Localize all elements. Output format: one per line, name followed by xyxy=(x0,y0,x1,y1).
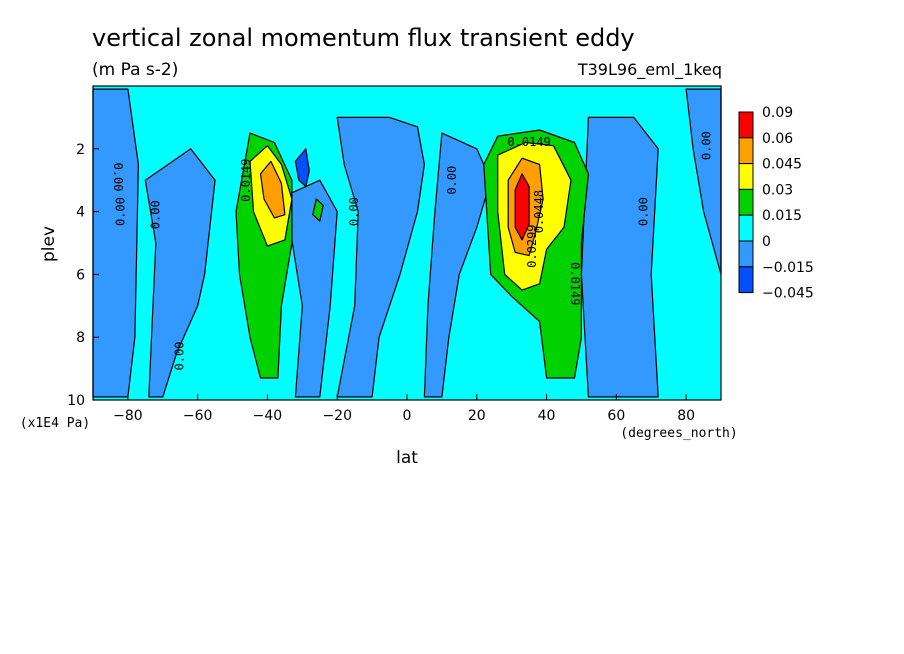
colorbar-label: 0 xyxy=(762,234,771,250)
colorbar-swatch xyxy=(738,214,754,242)
contour-label: 0.0299 xyxy=(525,224,539,267)
contour-region-15 xyxy=(294,148,310,188)
contour-label: 0.0149 xyxy=(568,262,582,305)
x-tick-label: 20 xyxy=(468,408,486,424)
y-tick-label: 8 xyxy=(76,330,85,346)
contour-regions xyxy=(92,88,722,398)
colorbar-legend: 0.09 0.06 0.045 0.03 0.015 0 −0.015 −0.045 xyxy=(738,105,814,302)
colorbar-label: 0.045 xyxy=(762,157,802,173)
x-tick-label: 40 xyxy=(538,408,556,424)
colorbar-label: 0.09 xyxy=(762,105,793,121)
y-tick-label: 6 xyxy=(76,267,85,283)
contour-region-0 xyxy=(92,88,139,398)
colorbar-label: −0.045 xyxy=(762,286,814,302)
colorbar-swatch xyxy=(738,240,754,268)
y-tick-label: 4 xyxy=(76,205,85,221)
colorbar-swatch xyxy=(738,188,754,216)
contour-region-1 xyxy=(144,148,216,398)
x-axis-units: (degrees_north) xyxy=(620,426,737,441)
contour-region-2 xyxy=(284,179,338,398)
x-tick-label: −80 xyxy=(113,408,143,424)
contour-label: 0.00 xyxy=(347,197,361,226)
contour-region-12 xyxy=(259,160,286,219)
colorbar-label: −0.015 xyxy=(762,260,814,276)
contour-label: 0.00 xyxy=(173,342,187,371)
contour-label: 0.00 xyxy=(637,197,651,226)
contour-label: 0.00 xyxy=(148,200,162,229)
contour-region-3 xyxy=(336,116,425,398)
colorbar-label: 0.06 xyxy=(762,131,793,147)
y-axis-units: (x1E4 Pa) xyxy=(20,416,90,431)
x-tick-label: 80 xyxy=(677,408,695,424)
x-tick-label: −40 xyxy=(253,408,283,424)
contour-label: 0.00 xyxy=(445,166,459,195)
colorbar-swatch xyxy=(738,163,754,190)
y-tick-label: 10 xyxy=(67,393,85,409)
colorbar-swatch xyxy=(738,266,754,294)
contour-region-6 xyxy=(685,88,722,275)
x-tick-label: −20 xyxy=(322,408,352,424)
y-tick-label: 2 xyxy=(76,142,85,158)
y-axis-label: plev xyxy=(39,226,59,262)
x-tick-label: 0 xyxy=(403,408,412,424)
x-axis: −80 −60 −40 −20 0 20 40 60 80 xyxy=(113,394,695,424)
x-axis-label: lat xyxy=(396,448,418,468)
contour-region-8 xyxy=(312,198,324,222)
plot-area: 0.00 0.00 0.00 0.00 0.0149 0.00 0.00 0.0149 0.04… xyxy=(67,85,722,424)
contour-label: 0.0448 xyxy=(532,190,546,233)
x-tick-label: −60 xyxy=(183,408,213,424)
contour-labels: 0.00 0.00 0.00 0.00 0.0149 0.00 0.00 0.0149 0.04… xyxy=(111,131,714,370)
x-tick-label: 60 xyxy=(607,408,625,424)
colorbar-swatch xyxy=(738,137,754,165)
contour-label: 0.00 xyxy=(111,163,125,192)
contour-region-14 xyxy=(514,173,530,241)
contour-region-5 xyxy=(580,116,659,398)
colorbar-swatch xyxy=(738,111,754,139)
contour-label: 0.00 xyxy=(113,197,127,226)
run-label: T39L96_eml_1keq xyxy=(577,60,722,80)
contour-label: 0.0149 xyxy=(239,159,253,202)
colorbar-label: 0.015 xyxy=(762,208,802,224)
chart-title: vertical zonal momentum flux transient e… xyxy=(92,24,635,52)
y-axis: 2 4 6 8 10 xyxy=(67,142,99,409)
contour-label: 0.00 xyxy=(700,131,714,160)
colorbar-label: 0.03 xyxy=(762,182,793,198)
contour-label: 0.0149 xyxy=(507,135,550,149)
chart-units: (m Pa s-2) xyxy=(92,60,178,80)
